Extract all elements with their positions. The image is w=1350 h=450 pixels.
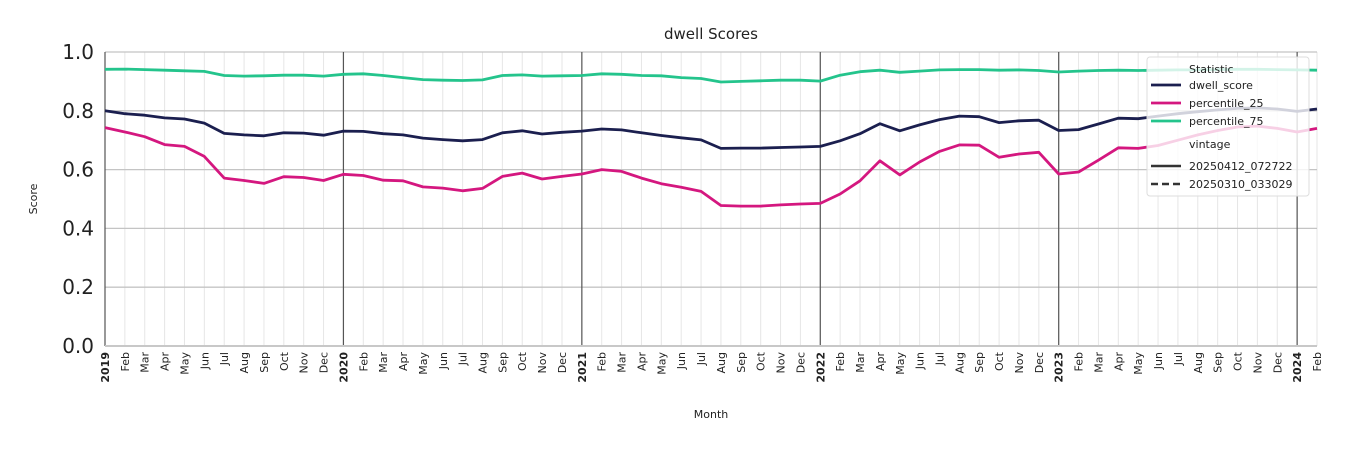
x-axis-ticks: 2019 Feb Mar Apr May Jun Jul Aug Sep Oct Nov Dec 202… — [99, 351, 1324, 382]
legend-entry-label: dwell_score — [1189, 79, 1253, 92]
x-tick-label: Dec — [794, 352, 807, 373]
legend-vintage-label: 20250412_072722 — [1189, 160, 1292, 173]
x-tick-label: 2022 — [814, 352, 827, 383]
x-tick-label: Oct — [278, 351, 291, 371]
x-tick-label: Dec — [556, 352, 569, 373]
legend-series-entries: dwell_score percentile_25 percentile_75 — [1151, 79, 1264, 128]
x-tick-label: Oct — [1232, 351, 1245, 371]
legend-entry-label: percentile_25 — [1189, 97, 1264, 110]
x-tick-label: 2021 — [576, 352, 589, 383]
x-tick-label: Nov — [536, 352, 549, 374]
x-tick-label: Feb — [1311, 352, 1324, 371]
series-line-dwell-score — [104, 106, 1318, 150]
y-tick-label: 0.4 — [62, 216, 94, 240]
x-tick-label: Jul — [933, 352, 946, 366]
y-tick-label: 0.2 — [62, 275, 94, 299]
legend-title: Statistic — [1189, 63, 1234, 76]
x-tick-label: Aug — [1192, 352, 1205, 373]
x-tick-label: May — [417, 352, 430, 375]
x-tick-label: Jun — [675, 352, 688, 370]
x-tick-label: Feb — [119, 352, 132, 371]
legend-box — [1146, 56, 1310, 197]
x-tick-label: Mar — [616, 352, 629, 373]
legend-vintage-entries: 20250412_072722 20250310_033029 — [1151, 160, 1292, 191]
x-tick-label: Aug — [715, 352, 728, 373]
x-tick-label: Sep — [735, 352, 748, 373]
x-tick-label: Jul — [457, 352, 470, 366]
x-tick-label: Dec — [1033, 352, 1046, 373]
x-tick-label: Jun — [1152, 352, 1165, 370]
x-tick-label: Apr — [159, 352, 172, 372]
x-tick-label: 2023 — [1053, 352, 1066, 383]
x-tick-label: Mar — [854, 352, 867, 373]
x-tick-label: Apr — [1112, 352, 1125, 372]
x-tick-label: 2020 — [337, 352, 350, 383]
x-tick-label: Aug — [477, 352, 490, 373]
x-tick-label: Apr — [635, 352, 648, 372]
x-tick-label: Feb — [834, 352, 847, 371]
y-tick-label: 0.8 — [62, 99, 94, 123]
series-line-percentile-75 — [104, 67, 1318, 84]
x-tick-label: Nov — [1251, 352, 1264, 374]
x-tick-label: Feb — [1073, 352, 1086, 371]
y-axis-label: Score — [27, 183, 40, 214]
major-gridlines — [105, 51, 1317, 347]
x-tick-label: Jun — [198, 352, 211, 370]
x-tick-label: Sep — [496, 352, 509, 373]
x-tick-label: Apr — [874, 352, 887, 372]
y-tick-label: 0.0 — [62, 334, 94, 358]
y-axis-ticks: 0.0 0.2 0.4 0.6 0.8 1.0 — [62, 40, 94, 358]
x-tick-label: Sep — [1212, 352, 1225, 373]
x-tick-label: Mar — [139, 352, 152, 373]
legend-entry-label: percentile_75 — [1189, 115, 1264, 128]
x-tick-label: Aug — [953, 352, 966, 373]
x-tick-label: Feb — [357, 352, 370, 371]
x-tick-label: Jun — [437, 352, 450, 370]
legend: Statistic dwell_score percentile_25percen… — [1146, 56, 1310, 197]
x-tick-label: Nov — [775, 352, 788, 374]
x-tick-label: Sep — [258, 352, 271, 373]
legend-vintage-label: 20250310_033029 — [1189, 178, 1292, 191]
x-tick-label: Nov — [298, 352, 311, 374]
x-tick-label: Dec — [318, 352, 331, 373]
x-tick-label: Oct — [993, 351, 1006, 371]
x-tick-label: 2024 — [1291, 352, 1304, 383]
x-tick-label: Sep — [973, 352, 986, 373]
x-axis-label: Month — [694, 408, 729, 421]
y-tick-label: 0.6 — [62, 158, 94, 182]
x-tick-label: Jul — [695, 352, 708, 366]
x-tick-label: Jul — [218, 352, 231, 366]
x-tick-label: Dec — [1271, 352, 1284, 373]
x-tick-label: 2019 — [99, 352, 112, 383]
x-tick-label: May — [178, 352, 191, 375]
x-tick-label: Jun — [914, 352, 927, 370]
x-tick-label: Feb — [596, 352, 609, 371]
x-tick-label: May — [894, 352, 907, 375]
x-tick-label: Oct — [516, 351, 529, 371]
legend-vintage-title: vintage — [1189, 138, 1231, 151]
y-tick-label: 1.0 — [62, 40, 94, 64]
x-tick-label: Apr — [397, 352, 410, 372]
x-tick-label: Mar — [377, 352, 390, 373]
x-tick-label: May — [1132, 352, 1145, 375]
x-tick-label: Nov — [1013, 352, 1026, 374]
x-tick-label: May — [655, 352, 668, 375]
x-tick-label: Mar — [1092, 352, 1105, 373]
series-line-percentile-25 — [104, 124, 1318, 208]
x-tick-label: Oct — [755, 351, 768, 371]
chart-title: dwell Scores — [664, 25, 758, 43]
x-tick-label: Jul — [1172, 352, 1185, 366]
x-tick-label: Aug — [238, 352, 251, 373]
series-lines — [104, 67, 1318, 208]
